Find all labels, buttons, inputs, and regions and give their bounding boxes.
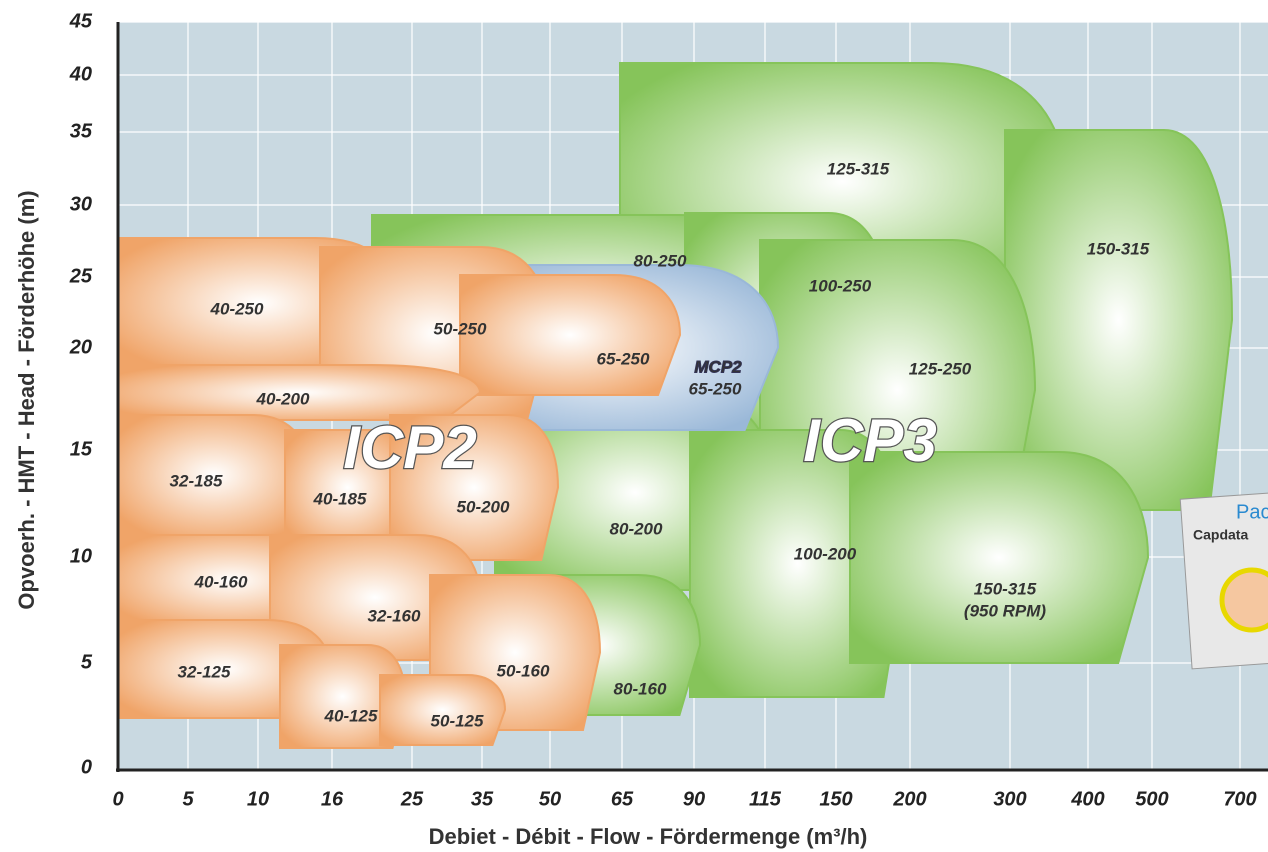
- region-label: 50-125: [431, 711, 484, 730]
- coverage-region: [389, 414, 560, 561]
- coverage-region: [379, 674, 507, 746]
- region-label: 125-250: [909, 359, 972, 378]
- region-label: 32-125: [178, 662, 231, 681]
- region-label: 50-200: [457, 497, 510, 516]
- x-tick-label: 65: [611, 788, 634, 810]
- region-label: 100-200: [794, 544, 857, 563]
- region-label: 40-125: [324, 706, 378, 725]
- region-label: 40-250: [210, 299, 264, 318]
- badge: Pac Capdata: [1179, 492, 1268, 670]
- region-label: 125-315: [827, 159, 890, 178]
- y-tick-label: 35: [70, 120, 93, 142]
- coverage-region: [117, 364, 482, 421]
- region-label: 80-250: [634, 251, 687, 270]
- region-label: 32-185: [170, 471, 223, 490]
- x-tick-label: 35: [471, 788, 494, 810]
- region-label: 100-250: [809, 276, 872, 295]
- badge-title: Pac: [1236, 501, 1268, 523]
- x-tick-label: 5: [182, 788, 194, 810]
- region-label: 80-200: [610, 519, 663, 538]
- x-tick-label: 200: [892, 788, 926, 810]
- x-tick-label: 700: [1223, 788, 1256, 810]
- x-tick-label: 50: [539, 788, 561, 810]
- y-tick-label: 15: [70, 438, 93, 460]
- coverage-region: [849, 451, 1150, 664]
- region-label: 150-315: [974, 579, 1037, 598]
- region-label: 150-315: [1087, 239, 1150, 258]
- y-tick-label: 0: [81, 756, 92, 778]
- badge-text: Capdata: [1193, 527, 1248, 543]
- y-tick-label: 25: [69, 265, 93, 287]
- coverage-region: [459, 274, 682, 396]
- x-tick-label: 16: [321, 788, 344, 810]
- badge-icon: [1219, 567, 1268, 633]
- x-axis-label: Debiet - Débit - Flow - Fördermenge (m³/…: [429, 824, 868, 849]
- y-tick-label: 45: [69, 10, 93, 32]
- region-label: 32-160: [368, 606, 421, 625]
- x-tick-label: 150: [819, 788, 852, 810]
- y-axis-label: Opvoerh. - HMT - Head - Förderhöhe (m): [14, 190, 39, 609]
- x-tick-label: 115: [749, 788, 782, 810]
- x-tick-label: 0: [112, 788, 123, 810]
- region-label: 50-160: [497, 661, 550, 680]
- region-label: 80-160: [614, 679, 667, 698]
- region-label: 65-250: [597, 349, 650, 368]
- y-tick-label: 20: [69, 336, 92, 358]
- region-label: 40-185: [313, 489, 367, 508]
- x-tick-label: 300: [993, 788, 1026, 810]
- region-note: (950 RPM): [964, 601, 1047, 620]
- y-tick-label: 5: [81, 651, 93, 673]
- region-label: 40-200: [256, 389, 310, 408]
- y-tick-label: 10: [70, 545, 92, 567]
- family-label: ICP3: [803, 407, 936, 474]
- region-label: 50-250: [434, 319, 487, 338]
- x-tick-label: 400: [1070, 788, 1104, 810]
- x-tick-label: 25: [400, 788, 424, 810]
- x-tick-label: 500: [1135, 788, 1168, 810]
- family-label: ICP2: [343, 414, 476, 481]
- region-label: 40-160: [194, 572, 248, 591]
- y-tick-label: 30: [70, 193, 92, 215]
- x-tick-label: 90: [683, 788, 705, 810]
- region-label: 65-250: [689, 379, 742, 398]
- family-label: MCP2: [694, 357, 742, 376]
- y-tick-label: 40: [69, 63, 92, 85]
- coverage-region: [1004, 129, 1234, 511]
- x-tick-label: 10: [247, 788, 269, 810]
